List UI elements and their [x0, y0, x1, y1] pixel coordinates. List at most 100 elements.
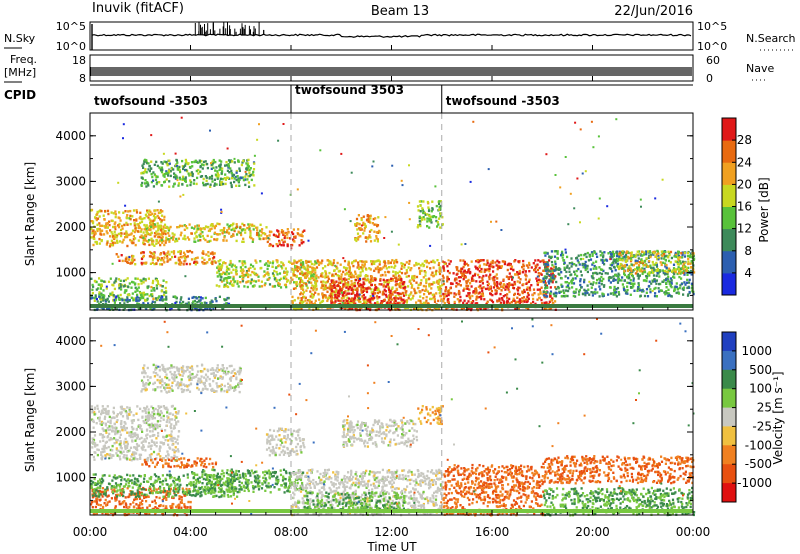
heatmap-cell	[439, 290, 442, 293]
heatmap-cell	[437, 299, 440, 303]
heatmap-cell	[672, 263, 676, 266]
heatmap-cell	[278, 243, 281, 246]
heatmap-cell	[427, 261, 431, 265]
date-title: 22/Jun/2016	[614, 4, 693, 19]
heatmap-cell	[199, 235, 202, 238]
heatmap-cell	[449, 260, 452, 263]
heatmap-cell	[100, 209, 103, 213]
heatmap-cell	[628, 265, 631, 268]
heatmap-cell	[567, 289, 570, 293]
heatmap-cell	[151, 221, 154, 225]
heatmap-cell	[548, 269, 551, 272]
heatmap-cell	[150, 180, 153, 184]
heatmap-cell	[315, 274, 318, 277]
heatmap-cell	[413, 274, 416, 278]
heatmap-cell	[233, 229, 236, 233]
heatmap-cell	[126, 296, 129, 299]
heatmap-cell	[213, 252, 216, 255]
heatmap-cell	[517, 286, 520, 289]
heatmap-cell	[133, 224, 136, 227]
heatmap-cell	[649, 290, 652, 294]
heatmap-cell	[636, 274, 639, 277]
heatmap-cell	[232, 268, 235, 271]
heatmap-cell	[580, 253, 583, 257]
heatmap-cell	[367, 220, 370, 223]
heatmap-cell	[584, 264, 587, 267]
heatmap-cell	[310, 286, 313, 290]
heatmap-cell	[219, 259, 222, 262]
heatmap-cell	[230, 177, 234, 180]
heatmap-cell	[486, 284, 489, 287]
heatmap-cell	[117, 216, 120, 219]
heatmap-cell	[245, 281, 248, 284]
heatmap-cell	[669, 261, 672, 264]
heatmap-cell	[428, 292, 431, 295]
heatmap-cell	[100, 239, 103, 243]
heatmap-cell	[566, 255, 569, 259]
heatmap-cell	[428, 217, 431, 221]
heatmap-cell	[357, 298, 360, 302]
heatmap-cell	[315, 284, 318, 288]
heatmap-cell	[273, 278, 276, 281]
heatmap-cell	[358, 300, 361, 303]
heatmap-cell	[670, 281, 673, 285]
heatmap-cell	[335, 288, 338, 291]
heatmap-cell	[293, 308, 296, 311]
heatmap-cell	[174, 240, 177, 243]
heatmap-cell	[148, 209, 151, 212]
heatmap-cell	[166, 164, 169, 167]
heatmap-cell	[328, 262, 331, 265]
heatmap-cell	[425, 299, 428, 302]
heatmap-cell	[204, 238, 207, 242]
heatmap-cell	[525, 288, 529, 291]
heatmap-cell	[170, 306, 173, 310]
heatmap-cell	[210, 177, 214, 180]
heatmap-cell	[477, 292, 480, 295]
heatmap-cell	[298, 277, 301, 280]
heatmap-cell	[235, 273, 238, 276]
heatmap-cell	[244, 274, 247, 277]
heatmap-cell	[248, 227, 251, 230]
heatmap-cell	[98, 291, 101, 294]
heatmap-cell	[172, 250, 176, 253]
heatmap-cell	[135, 211, 139, 214]
heatmap-cell	[433, 261, 436, 264]
heatmap-cell	[258, 285, 261, 288]
heatmap-cell	[128, 299, 131, 302]
heatmap-cell	[654, 292, 657, 295]
heatmap-cell	[465, 271, 468, 274]
heatmap-cell	[173, 182, 176, 185]
heatmap-cell	[284, 283, 287, 286]
heatmap-cell	[359, 227, 362, 230]
heatmap-cell	[550, 280, 553, 283]
heatmap-cell	[169, 258, 172, 261]
heatmap-cell	[156, 209, 159, 212]
heatmap-cell	[144, 293, 147, 296]
heatmap-cell	[669, 294, 672, 298]
heatmap-cell	[297, 232, 300, 236]
heatmap-cell	[287, 279, 290, 282]
heatmap-cell	[465, 284, 468, 287]
heatmap-cell	[330, 299, 333, 302]
heatmap-cell	[102, 294, 105, 297]
heatmap-cell	[436, 220, 439, 224]
heatmap-cell	[335, 284, 338, 288]
heatmap-cell	[563, 295, 566, 298]
heatmap-cell	[542, 269, 545, 272]
heatmap-cell	[593, 291, 596, 294]
heatmap-cell	[682, 269, 685, 273]
heatmap-cell	[163, 261, 166, 264]
heatmap-cell	[95, 242, 98, 245]
heatmap-cell	[535, 277, 538, 280]
heatmap-cell	[524, 270, 527, 273]
heatmap-cell	[575, 264, 578, 267]
heatmap-cell	[637, 284, 640, 287]
heatmap-cell	[431, 215, 434, 218]
heatmap-cell	[595, 267, 598, 270]
heatmap-cell	[198, 161, 201, 164]
heatmap-cell	[164, 241, 167, 244]
heatmap-cell	[307, 260, 310, 263]
heatmap-cell	[428, 226, 431, 229]
heatmap-cell	[169, 174, 172, 178]
heatmap-cell	[151, 243, 154, 246]
